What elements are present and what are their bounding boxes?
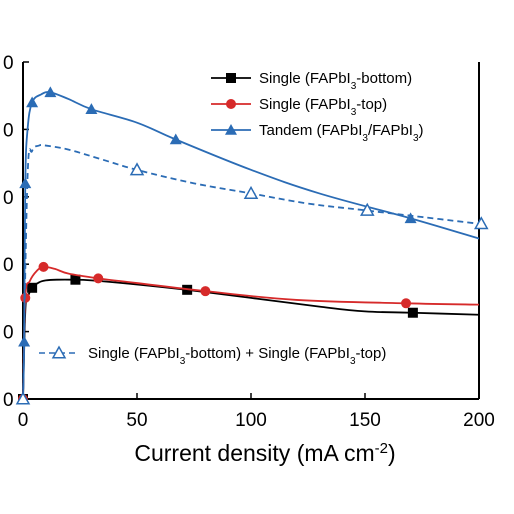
legend-label-part: -top) xyxy=(356,345,387,362)
series-marker xyxy=(360,202,375,216)
series-marker xyxy=(70,274,81,285)
x-axis-title: Current density (mA cm-2) xyxy=(134,440,395,467)
legend-label-part: -top) xyxy=(356,96,387,113)
series-marker xyxy=(15,391,31,405)
series-marker xyxy=(129,162,145,176)
legend-label-part: ) xyxy=(419,122,424,139)
legend-swatch-marker xyxy=(225,124,237,135)
legend-label-part: 3 xyxy=(362,133,368,144)
legend-label-part: -bottom) xyxy=(356,70,412,87)
legend-label-part: 3 xyxy=(413,133,419,144)
series-marker xyxy=(474,216,489,230)
legend-label: Single (FAPbI3-bottom) + Single (FAPbI3-… xyxy=(88,345,386,367)
legend-entry: Single (FAPbI3-top) xyxy=(211,96,387,118)
series-marker xyxy=(19,177,32,189)
legend-label-part: 3 xyxy=(351,107,357,118)
series-marker xyxy=(404,212,417,224)
legend-label-part: -bottom) + Single (FAPbI xyxy=(185,345,350,362)
legend-label: Single (FAPbI3-top) xyxy=(259,96,387,118)
x-axis-title-main: Current density (mA cm xyxy=(134,440,374,466)
series-line xyxy=(22,144,480,400)
legend-swatch-marker xyxy=(51,345,67,359)
series-marker xyxy=(243,185,259,199)
series-1 xyxy=(18,261,480,404)
legend-label: Single (FAPbI3-bottom) xyxy=(259,70,412,92)
y-tick-label: 0 xyxy=(3,390,14,411)
y-tick-label: 0 xyxy=(3,255,14,276)
series-3 xyxy=(15,144,489,405)
y-tick-label: 0 xyxy=(3,120,14,141)
legend-entry: Single (FAPbI3-bottom) + Single (FAPbI3-… xyxy=(39,345,386,367)
x-tick-label: 100 xyxy=(235,410,267,431)
y-tick-label: 0 xyxy=(3,53,14,74)
x-tick-label: 200 xyxy=(463,410,495,431)
x-axis-title-end: ) xyxy=(388,440,396,466)
y-tick-label: 0 xyxy=(3,188,14,209)
series-marker xyxy=(200,286,211,297)
legend-label-part: 3 xyxy=(350,356,356,367)
legend-label-part: /FAPbI xyxy=(368,122,413,139)
y-tick-label: 0 xyxy=(3,323,14,344)
series-marker xyxy=(27,282,38,293)
legend-label-part: Single (FAPbI xyxy=(88,345,180,362)
legend-label-part: 3 xyxy=(351,81,357,92)
series-marker xyxy=(407,307,418,318)
legend-swatch-marker xyxy=(226,73,236,83)
series-line xyxy=(22,265,480,400)
x-axis-title-text: Current density (mA cm-2) xyxy=(134,440,395,467)
series-marker xyxy=(85,103,98,114)
series-marker xyxy=(18,335,31,347)
series-marker xyxy=(44,86,57,98)
x-tick-label: 50 xyxy=(126,410,147,431)
series-marker xyxy=(93,273,104,284)
legend-label-part: 3 xyxy=(180,356,186,367)
series-marker xyxy=(169,133,182,145)
legend-swatch-marker xyxy=(226,99,236,109)
legend-label-part: Tandem (FAPbI xyxy=(259,122,362,139)
legend-label-part: Single (FAPbI xyxy=(259,70,351,87)
legend: Single (FAPbI3-bottom)Single (FAPbI3-top… xyxy=(39,70,424,367)
x-axis-title-superscript: -2 xyxy=(375,440,388,457)
x-tick-label: 150 xyxy=(349,410,381,431)
legend-entry: Tandem (FAPbI3/FAPbI3) xyxy=(211,122,424,144)
series-marker xyxy=(38,261,49,272)
legend-label-part: Single (FAPbI xyxy=(259,96,351,113)
series-marker xyxy=(26,96,39,108)
series-marker xyxy=(401,298,412,309)
series-layer xyxy=(15,86,489,405)
x-tick-label: 0 xyxy=(18,410,29,431)
legend-entry: Single (FAPbI3-bottom) xyxy=(211,70,412,92)
legend-label: Tandem (FAPbI3/FAPbI3) xyxy=(259,122,424,144)
series-line xyxy=(22,278,480,400)
